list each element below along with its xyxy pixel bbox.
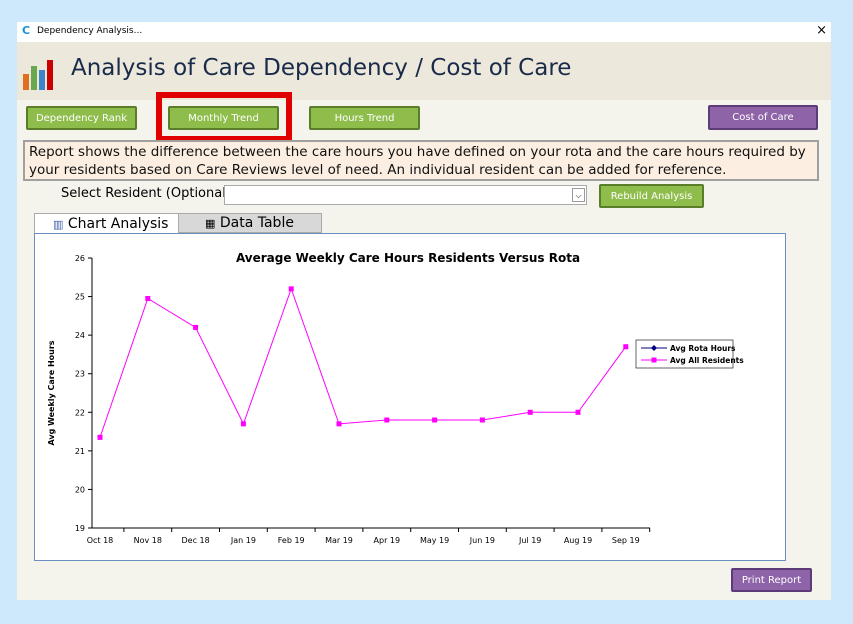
chart-panel — [34, 233, 786, 561]
x-tick-label: Apr 19 — [374, 536, 401, 545]
dropdown-arrow[interactable]: ⌵ — [572, 188, 585, 202]
x-tick-label: Aug 19 — [564, 536, 592, 545]
rebuild-button[interactable]: Rebuild Analysis — [599, 184, 704, 208]
y-tick-label: 26 — [75, 254, 85, 263]
chart-tab[interactable]: ▥ Chart Analysis — [34, 213, 179, 234]
x-tick-label: Feb 19 — [278, 536, 305, 545]
y-axis-label: Avg Weekly Care Hours — [47, 340, 56, 445]
x-tick-label: Mar 19 — [325, 536, 353, 545]
header-icon — [23, 60, 53, 90]
window-title: Dependency Analysis... — [37, 26, 143, 36]
select-label: Select Resident (Optional): — [61, 186, 236, 201]
x-tick-label: Nov 18 — [134, 536, 162, 545]
x-tick-label: Jan 19 — [230, 536, 256, 545]
legend-label: Avg Rota Hours — [670, 344, 736, 353]
header: Analysis of Care Dependency / Cost of Ca… — [17, 42, 831, 100]
data-point — [288, 286, 294, 292]
app-icon: C — [22, 24, 31, 37]
chart-title: Average Weekly Care Hours Residents Vers… — [236, 251, 580, 265]
y-tick-label: 19 — [75, 524, 85, 533]
x-tick-label: Jul 19 — [518, 536, 541, 545]
legend-label: Avg All Residents — [670, 356, 744, 365]
data-tab[interactable]: ▦ Data Table — [178, 213, 322, 233]
data-point — [240, 421, 246, 427]
y-tick-label: 22 — [75, 408, 85, 417]
legend — [635, 339, 734, 369]
data-point — [479, 417, 485, 423]
x-tick-label: Oct 18 — [87, 536, 114, 545]
close-button[interactable]: × — [816, 23, 827, 38]
window: C Dependency Analysis... × Analysis of C… — [17, 22, 831, 600]
data-point — [97, 434, 103, 440]
print-button[interactable]: Print Report — [731, 568, 812, 592]
legend-marker — [651, 357, 657, 363]
data-point — [432, 417, 438, 423]
tab-label[interactable]: Data Table — [219, 215, 294, 231]
header-title: Analysis of Care Dependency / Cost of Ca… — [71, 55, 572, 81]
y-tick-label: 21 — [75, 447, 85, 456]
y-tick-label: 25 — [75, 293, 85, 302]
data-point — [193, 324, 199, 330]
cost-of-care-button[interactable]: Cost of Care — [708, 105, 818, 130]
data-point — [527, 409, 533, 415]
x-tick-label: May 19 — [420, 536, 449, 545]
resident-select[interactable]: ⌵ — [224, 185, 587, 205]
x-tick-label: Jun 19 — [469, 536, 495, 545]
hours-trend-button[interactable]: Hours Trend — [309, 106, 420, 130]
x-tick-label: Sep 19 — [612, 536, 640, 545]
data-point — [623, 344, 629, 350]
dependency-rank-button[interactable]: Dependency Rank — [26, 106, 137, 130]
data-point — [384, 417, 390, 423]
data-point — [145, 296, 151, 301]
description: Report shows the difference between the … — [23, 140, 819, 181]
y-tick-label: 23 — [75, 370, 85, 379]
data-point — [336, 421, 342, 427]
monthly-trend-button[interactable]: Monthly Trend — [168, 106, 279, 130]
y-tick-label: 20 — [75, 485, 85, 494]
tab-icon: ▦ — [205, 217, 216, 230]
title-bar: C Dependency Analysis... × — [17, 22, 831, 42]
tab-icon: ▥ — [53, 218, 64, 231]
series-line — [99, 287, 627, 438]
highlight — [156, 92, 292, 142]
data-point — [575, 409, 581, 415]
y-tick-label: 24 — [75, 331, 85, 340]
x-tick-label: Dec 18 — [181, 536, 209, 545]
tab-label[interactable]: Chart Analysis — [67, 216, 169, 232]
legend-marker — [651, 345, 657, 351]
